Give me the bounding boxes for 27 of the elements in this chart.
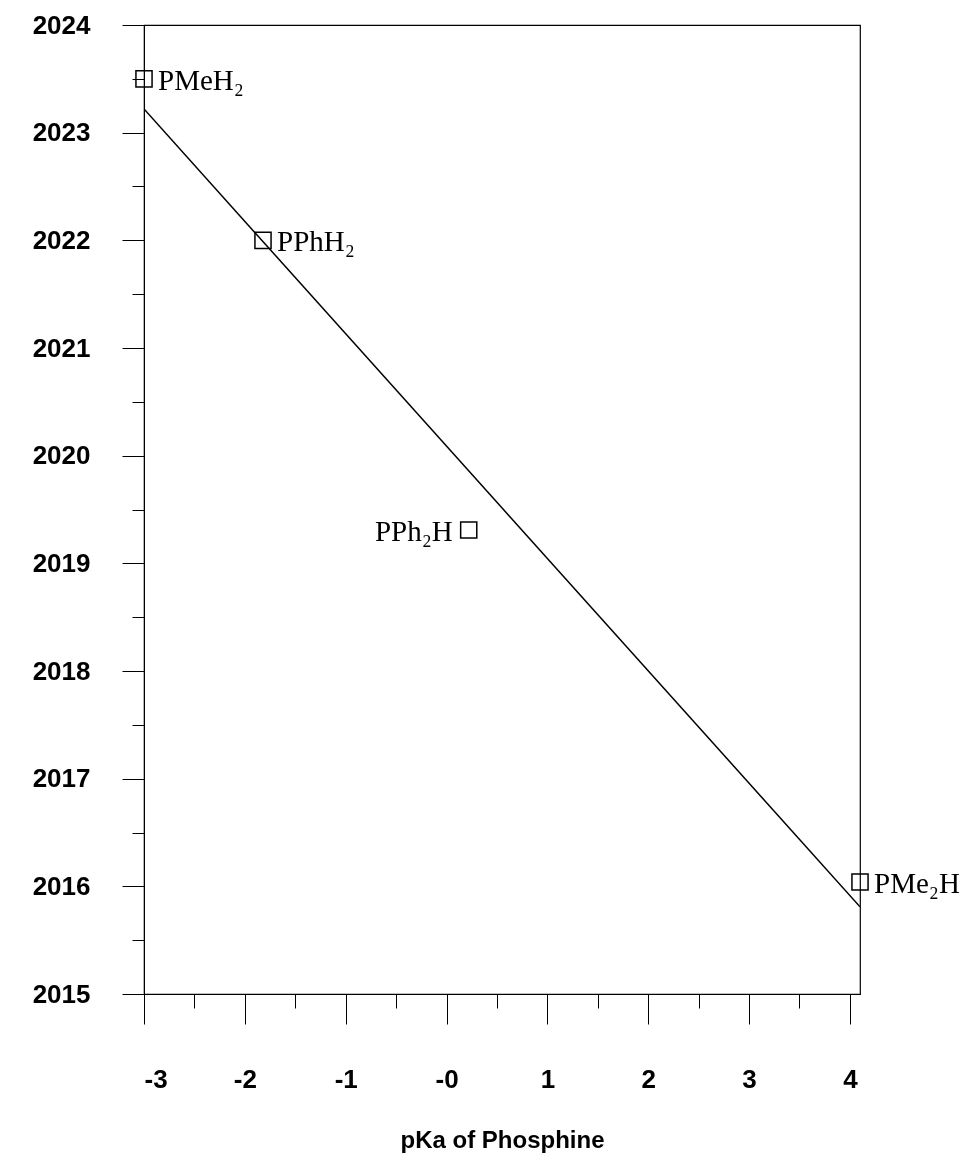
point xyxy=(459,521,478,539)
point xyxy=(851,873,869,891)
x-tick-label: 4 xyxy=(843,1063,859,1094)
x-tick-label: -3 xyxy=(144,1063,168,1094)
x-tick-label: 2 xyxy=(641,1063,656,1094)
annotation: PMeH₂ xyxy=(158,63,244,96)
x-tick-label: 1 xyxy=(540,1063,556,1094)
y-tick-label: 2018 xyxy=(32,655,91,686)
x-tick-label: 3 xyxy=(742,1063,757,1094)
annotation: PMe₂H xyxy=(874,867,960,900)
y-tick-label: 2017 xyxy=(32,763,91,794)
point xyxy=(135,70,153,88)
y-tick-label: 2020 xyxy=(32,440,91,471)
annotation: PPh₂H xyxy=(374,514,453,547)
y-tick-label: 2024 xyxy=(32,9,92,40)
y-tick-label: 2022 xyxy=(32,224,91,255)
point xyxy=(254,231,272,250)
y-tick-label: 2015 xyxy=(32,978,91,1009)
y-tick-label: 2023 xyxy=(32,117,91,148)
y-tick-label: 2016 xyxy=(32,870,91,901)
x-tick-label: -1 xyxy=(334,1063,358,1094)
y-tick-label: 2019 xyxy=(32,547,91,578)
x-tick-label: -2 xyxy=(233,1063,257,1094)
y-tick-label: 2021 xyxy=(32,332,91,363)
x-axis-title: pKa of Phosphine xyxy=(400,1125,605,1153)
annotation: PPhH₂ xyxy=(277,225,355,258)
x-tick-label: -0 xyxy=(435,1063,459,1094)
